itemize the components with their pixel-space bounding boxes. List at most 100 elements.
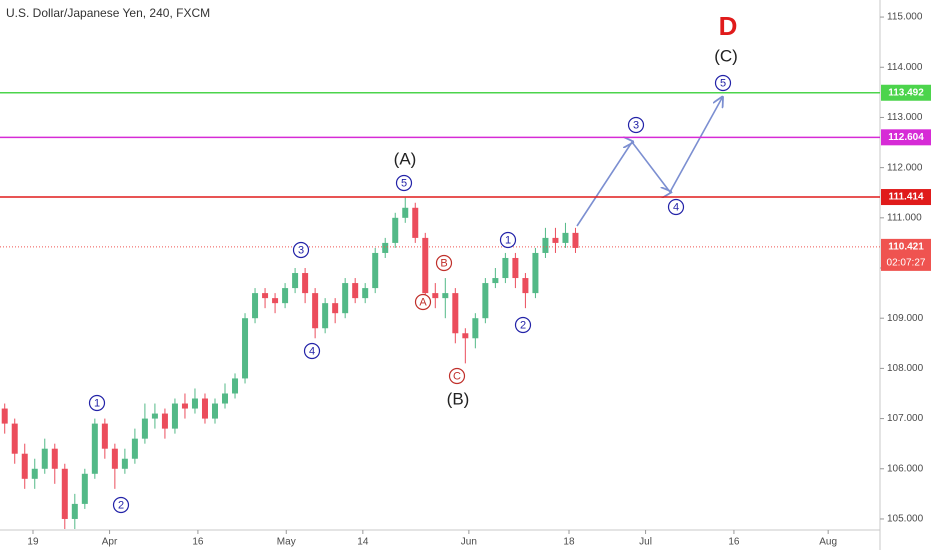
candle-body [262, 293, 269, 299]
y-tick-label: 109.000 [887, 313, 924, 324]
wave-degree-label: (C) [714, 46, 738, 65]
wave-label: B [440, 257, 447, 269]
wave-circle [414, 293, 432, 311]
wave-degree-label: (B) [447, 389, 470, 408]
level-label: 112.604 [888, 132, 924, 143]
x-tick-label: Jun [461, 537, 477, 548]
candle-body [492, 278, 499, 284]
x-tick-label: 14 [357, 537, 369, 548]
candle-body [31, 468, 38, 479]
projection-arrow [576, 98, 722, 227]
x-tick-label: May [277, 537, 296, 548]
last-price-box [881, 238, 931, 271]
candle-body [562, 232, 569, 243]
candle-body [412, 207, 419, 238]
x-tick-label: 16 [728, 537, 740, 548]
candle-body [141, 418, 148, 439]
candle-body [452, 293, 459, 334]
wave-label: 5 [401, 177, 407, 189]
candle-body [482, 283, 489, 319]
wave-label: A [419, 296, 427, 308]
wave-label: 1 [505, 234, 511, 246]
wave-label: 2 [520, 319, 526, 331]
candle-body [312, 293, 319, 329]
candle-body [71, 503, 78, 519]
candle-body [81, 473, 88, 504]
wave-circle [448, 367, 466, 385]
y-tick-label: 114.000 [887, 62, 923, 73]
x-tick-label: 19 [27, 537, 39, 548]
countdown-label: 02:07:27 [887, 258, 926, 269]
candle-body [572, 232, 579, 248]
wave-circle [292, 241, 310, 259]
wave-circle [499, 231, 517, 249]
candle-body [111, 448, 118, 469]
level-label-box [881, 129, 931, 146]
wave-label: 4 [673, 201, 679, 213]
candle-body [282, 288, 289, 304]
y-tick-label: 107.000 [887, 413, 924, 424]
wave-circle [627, 116, 645, 134]
wave-degree-label: (A) [394, 149, 417, 168]
x-tick-label: Jul [639, 537, 652, 548]
candle-body [352, 283, 359, 299]
wave-circle [303, 342, 321, 360]
candle-body [11, 423, 18, 454]
wave-circle [88, 394, 106, 412]
candle-body [442, 293, 449, 299]
level-label-box [881, 189, 931, 206]
last-price-label: 110.421 [888, 242, 924, 253]
wave-circle [514, 316, 532, 334]
candle-body [302, 273, 309, 294]
wave-circle [435, 254, 453, 272]
candle-body [151, 413, 158, 419]
x-tick-label: Aug [819, 537, 837, 548]
candle-body [121, 458, 128, 469]
candle-body [292, 273, 299, 289]
candle-body [91, 423, 98, 474]
wave-circle [395, 174, 413, 192]
candle-body [171, 403, 178, 429]
wave-label: C [453, 370, 461, 382]
wave-circle [112, 496, 130, 514]
candle-body [522, 278, 529, 294]
candle-body [252, 293, 259, 319]
wave-circle [714, 74, 732, 92]
candle-body [502, 257, 509, 279]
wave-label: 4 [309, 345, 315, 357]
candle-body [242, 318, 249, 379]
candle-body [222, 393, 229, 404]
candle-body [201, 398, 208, 419]
x-tick-label: 18 [563, 537, 575, 548]
candle-body [232, 378, 239, 394]
candle-body [392, 217, 399, 243]
candle-body [542, 237, 549, 253]
candle-body [322, 303, 329, 329]
pattern-label: D [719, 11, 738, 41]
y-tick-label: 105.000 [887, 514, 924, 525]
candle-body [181, 403, 188, 409]
y-tick-label: 106.000 [887, 463, 924, 474]
candle-body [422, 237, 429, 294]
candle-body [61, 468, 68, 519]
x-tick-label: Apr [102, 537, 118, 548]
candle-body [41, 448, 48, 469]
candle-body [552, 237, 559, 243]
candle-body [131, 438, 138, 459]
y-tick-label: 113.000 [887, 112, 923, 123]
chart-title: U.S. Dollar/Japanese Yen, 240, FXCM [6, 6, 210, 20]
candle-body [532, 252, 539, 294]
level-label-box [881, 84, 931, 101]
candle-body [1, 408, 8, 424]
candle-body [211, 403, 218, 419]
candle-body [161, 413, 168, 429]
candle-body [512, 257, 519, 279]
y-tick-label: 115.000 [887, 12, 923, 23]
y-tick-label: 111.000 [887, 212, 922, 223]
wave-label: 3 [633, 119, 639, 131]
candle-body [382, 242, 389, 253]
candle-body [472, 318, 479, 339]
candle-body [51, 448, 58, 469]
level-label: 111.414 [888, 192, 923, 203]
